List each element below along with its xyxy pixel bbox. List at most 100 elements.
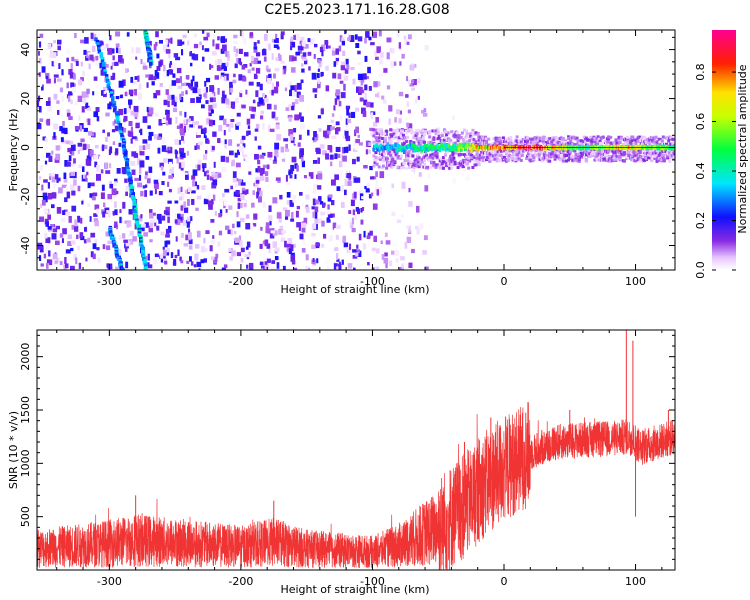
spectrogram-cell (172, 73, 176, 78)
spectrogram-cell (239, 30, 244, 38)
spectrogram-halo-cell (493, 157, 497, 161)
spectrogram-cell (411, 171, 415, 179)
spectrogram-streak-cell (109, 91, 114, 96)
spectrogram-cell (180, 233, 184, 238)
spectrogram-cell (139, 160, 145, 168)
spectrogram-cell (252, 99, 256, 104)
spectrogram-cell (168, 146, 171, 151)
spectrogram-cell (110, 65, 113, 70)
spectrogram-cell (44, 137, 48, 143)
spectrogram-cell (291, 243, 296, 248)
spectrogram-halo-cell (391, 157, 395, 161)
spectrogram-halo-cell (672, 154, 675, 158)
spectrogram-cell (46, 263, 49, 269)
spectrogram-halo-cell (428, 130, 432, 133)
spectrogram-cell (342, 155, 347, 162)
spectrogram-cell (272, 159, 277, 164)
spectrogram-halo-cell (471, 128, 475, 132)
spectrogram-cell (223, 199, 228, 206)
spectrogram-halo-cell (522, 138, 526, 141)
spectrogram-cell (335, 247, 338, 251)
spectrogram-cell (363, 165, 368, 169)
spectrogram-cell (301, 160, 305, 168)
spectrogram-cell (273, 44, 279, 48)
spectrogram-cell (53, 93, 58, 100)
spectrogram-halo-cell (516, 158, 520, 162)
spectrogram-cell (202, 165, 205, 172)
spectrogram-cell (47, 214, 51, 220)
spectrogram-cell (416, 227, 420, 235)
spectrogram-cell (205, 100, 209, 104)
spectrogram-halo-cell (593, 158, 597, 162)
spectrogram-cell (209, 176, 214, 181)
spectrogram-cell (107, 263, 113, 270)
spectrogram-cell (228, 205, 233, 210)
spectrogram-tone-cell (375, 143, 379, 148)
spectrogram-cell (211, 120, 216, 126)
spectrogram-halo-cell (456, 139, 460, 142)
spectrogram-cell (89, 149, 94, 157)
spectrogram-cell (190, 261, 194, 266)
spectrogram-cell (131, 151, 137, 157)
spectrogram-cell (193, 265, 199, 270)
spectrogram-cell (43, 155, 46, 160)
spectrogram-streak-cell (109, 93, 114, 98)
spectrogram-tone-cell (471, 143, 475, 148)
spectrogram-cell (355, 139, 360, 143)
spectrogram-cell (259, 261, 264, 266)
spectrogram-cell (373, 235, 377, 242)
spectrogram-cell (223, 65, 227, 71)
spectrogram-cell (227, 229, 233, 235)
spectrogram-cell (157, 136, 162, 140)
spectrogram-halo-cell (450, 163, 454, 167)
spectrogram-cell (75, 61, 79, 66)
spectrogram-cell (166, 248, 170, 253)
spectrogram-cell (332, 72, 337, 79)
spectrogram-halo-cell (374, 136, 378, 140)
spectrogram-cell (248, 81, 254, 86)
spectrogram-cell (260, 115, 264, 120)
spectrogram-halo-cell (437, 136, 441, 140)
spectrogram-cell (206, 174, 210, 180)
spectrogram-cell (106, 245, 111, 251)
spectrogram-halo-cell (398, 156, 402, 160)
spectrogram-cell (200, 259, 205, 264)
spectrogram-cell (102, 145, 108, 150)
spectrogram-cell (174, 213, 179, 220)
spectrogram-cell (89, 193, 93, 198)
spectrogram-cell (159, 83, 163, 87)
spectrogram-cell (354, 129, 357, 137)
spectrogram-cell (338, 45, 342, 52)
spectrogram-cell (355, 207, 359, 212)
spectrogram-cell (83, 49, 87, 55)
spectrogram-halo-cell (626, 140, 630, 144)
spectrogram-cell (334, 174, 339, 180)
spectrogram-cell (346, 169, 350, 174)
spectrogram-cell (236, 48, 239, 54)
spectrogram-halo-cell (380, 137, 384, 140)
spectrogram-cell (206, 194, 211, 200)
spectrogram-cell (53, 123, 59, 130)
spectrogram-cell (394, 250, 400, 257)
spectrogram-cell (229, 81, 233, 88)
spectrogram-cell (166, 114, 170, 121)
spectrogram-halo-cell (654, 135, 658, 139)
spectrogram-cell (391, 211, 396, 217)
spectrogram-cell (337, 73, 342, 80)
spectrogram-halo-cell (389, 133, 393, 137)
spectrogram-halo-cell (477, 163, 481, 167)
spectrogram-cell (109, 146, 113, 154)
spectrogram-halo-cell (408, 129, 412, 133)
spectrogram-cell (254, 136, 257, 141)
spectrogram-cell (128, 99, 133, 105)
spectrogram-tone-cell (474, 146, 477, 151)
spectrogram-cell (368, 142, 372, 146)
snr-marks (37, 330, 675, 570)
spectrogram-cell (174, 139, 180, 145)
spectrogram-cell (290, 164, 295, 172)
spectrogram-halo-cell (453, 162, 457, 166)
spectrogram-halo-cell (415, 164, 419, 168)
spectrogram-cell (71, 205, 77, 212)
spectrogram-cell (236, 143, 240, 147)
spectrogram-cell (286, 243, 292, 248)
